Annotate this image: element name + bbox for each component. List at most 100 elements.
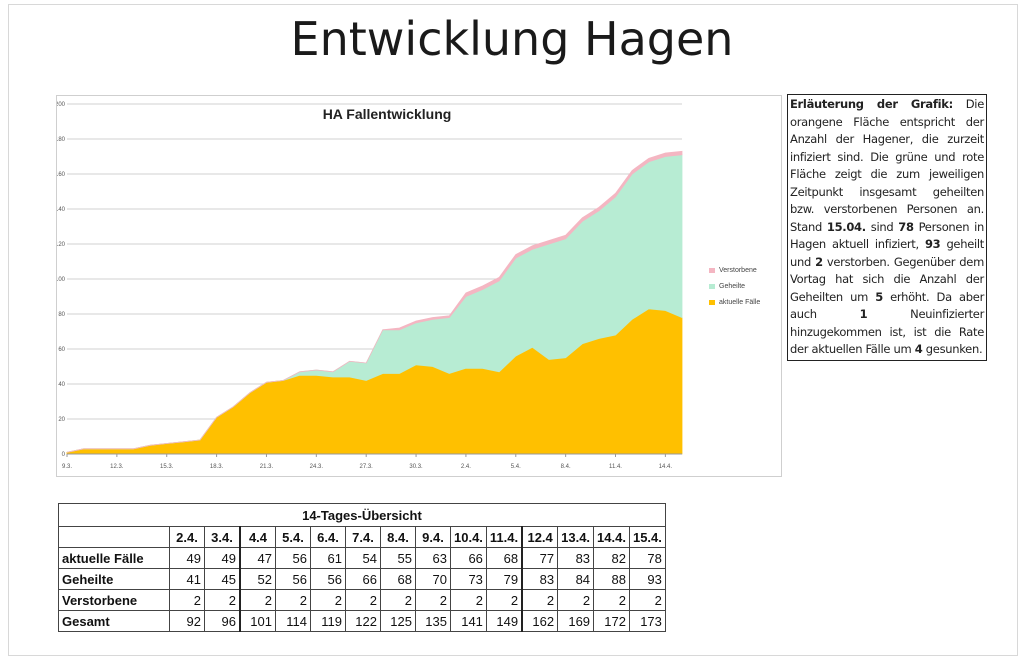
y-tick-label: 0 <box>62 452 66 458</box>
column-header: 13.4. <box>557 526 595 548</box>
table-cell: 93 <box>628 568 666 590</box>
table-cell: 49 <box>204 547 241 569</box>
y-tick-label: 20 <box>58 417 65 423</box>
table-cell: 101 <box>239 610 276 632</box>
table-corner <box>58 526 170 548</box>
column-header: 4.4 <box>239 526 276 548</box>
legend-item: Verstorbene <box>709 262 760 278</box>
note-bold-text: 5 <box>875 289 883 304</box>
table-cell: 92 <box>169 610 205 632</box>
column-header: 3.4. <box>204 526 241 548</box>
table-cell: 122 <box>345 610 381 632</box>
table-cell: 2 <box>169 589 205 611</box>
note-text: Die orangene Fläche entspricht der Anzah… <box>790 97 984 234</box>
column-header: 10.4. <box>450 526 487 548</box>
legend-label: Verstorbene <box>719 266 757 274</box>
row-label: Geheilte <box>58 568 170 590</box>
table-cell: 2 <box>380 589 416 611</box>
column-header: 8.4. <box>380 526 416 548</box>
table-cell: 2 <box>450 589 487 611</box>
note-bold-text: 15.04. <box>826 219 866 234</box>
explanation-text: Erläuterung der Grafik: Die orangene Flä… <box>787 94 987 361</box>
y-tick-label: 100 <box>57 277 66 283</box>
page-title: Entwicklung Hagen <box>290 12 734 66</box>
table-cell: 52 <box>239 568 276 590</box>
column-header: 15.4. <box>628 526 666 548</box>
table-cell: 56 <box>275 547 311 569</box>
overview-table: 14-Tages-Übersicht 2.4. 3.4. 4.4 5.4. 6.4. 7.4… <box>58 503 666 632</box>
chart-legend: Verstorbene Geheilte aktuelle Fälle <box>709 262 760 310</box>
table-cell: 2 <box>557 589 595 611</box>
note-text: gesunken. <box>922 342 983 356</box>
table-row: Geheilte 41 45 52 56 56 66 68 70 73 79 83 84 88 93 <box>58 568 666 590</box>
x-tick-label: 21.3. <box>260 464 274 470</box>
table-cell: 47 <box>239 547 276 569</box>
table-cell: 2 <box>239 589 276 611</box>
series-area-verstorbene <box>66 150 683 453</box>
table-cell: 2 <box>275 589 311 611</box>
table-cell: 68 <box>380 568 416 590</box>
table-cell: 68 <box>485 547 523 569</box>
note-bold-text: Erläuterung der Grafik: <box>790 97 953 111</box>
table-cell: 73 <box>450 568 487 590</box>
x-tick-label: 27.3. <box>360 464 374 470</box>
area-chart: 0 20 40 60 80 100 120 140 160 180 200 9.3. 12.3. 15.3… <box>57 102 683 470</box>
table-cell: 88 <box>593 568 630 590</box>
x-tick-label: 9.3. <box>62 464 72 470</box>
table-cell: 2 <box>345 589 381 611</box>
table-cell: 79 <box>485 568 523 590</box>
note-text: geheilt und <box>790 237 984 269</box>
x-tick-label: 12.3. <box>110 464 124 470</box>
chart-title: HA Fallentwicklung <box>322 106 452 122</box>
chart-container: 0 20 40 60 80 100 120 140 160 180 200 9.3. 12.3. 15.3… <box>56 95 782 477</box>
note-bold-text: 78 <box>898 219 914 234</box>
table-cell: 2 <box>415 589 451 611</box>
table-cell: 125 <box>380 610 416 632</box>
x-tick-label: 24.3. <box>310 464 324 470</box>
note-text: sind <box>865 219 899 234</box>
table-cell: 56 <box>275 568 311 590</box>
table-cell: 2 <box>521 589 559 611</box>
note-bold-text: 2 <box>815 254 823 269</box>
table-cell: 78 <box>628 547 666 569</box>
table-cell: 135 <box>415 610 451 632</box>
y-tick-label: 160 <box>57 172 66 178</box>
table-cell: 2 <box>593 589 630 611</box>
table-cell: 77 <box>521 547 559 569</box>
column-header: 12.4 <box>521 526 559 548</box>
column-header: 7.4. <box>345 526 381 548</box>
legend-swatch <box>709 283 715 289</box>
column-header: 14.4. <box>593 526 630 548</box>
note-bold-text: 1 <box>859 307 868 321</box>
table-cell: 114 <box>275 610 311 632</box>
y-tick-label: 40 <box>58 382 65 388</box>
legend-swatch <box>709 267 715 273</box>
table-row: aktuelle Fälle 49 49 47 56 61 54 55 63 66 68 77 83 82… <box>58 547 666 569</box>
table-cell: 149 <box>485 610 523 632</box>
y-tick-label: 200 <box>57 102 66 108</box>
note-bold-text: 93 <box>924 237 941 251</box>
note-text: verstorben. Gegenüber dem Vortag hat sic… <box>790 254 984 304</box>
column-header: 11.4. <box>485 526 523 548</box>
note-text: erhöht. Da aber auch <box>790 289 984 322</box>
table-cell: 2 <box>310 589 346 611</box>
table-cell: 2 <box>204 589 241 611</box>
row-label: Verstorbene <box>58 589 170 611</box>
y-tick-label: 140 <box>57 207 66 213</box>
note-text: Personen in Hagen aktuell infiziert, <box>790 219 984 252</box>
table-cell: 61 <box>310 547 346 569</box>
table-cell: 83 <box>521 568 559 590</box>
table-row: Gesamt 92 96 101 114 119 122 125 135 141 149 162 169… <box>58 610 666 632</box>
row-label: Gesamt <box>58 610 170 632</box>
column-header: 5.4. <box>275 526 311 548</box>
table-cell: 82 <box>593 547 630 569</box>
table-cell: 56 <box>310 568 346 590</box>
column-header: 6.4. <box>310 526 346 548</box>
table-cell: 119 <box>310 610 346 632</box>
legend-swatch <box>709 299 715 305</box>
y-tick-label: 60 <box>58 347 65 353</box>
table-cell: 2 <box>628 589 666 611</box>
legend-item: aktuelle Fälle <box>709 294 760 310</box>
y-tick-label: 80 <box>58 312 65 318</box>
y-tick-label: 180 <box>57 137 66 143</box>
